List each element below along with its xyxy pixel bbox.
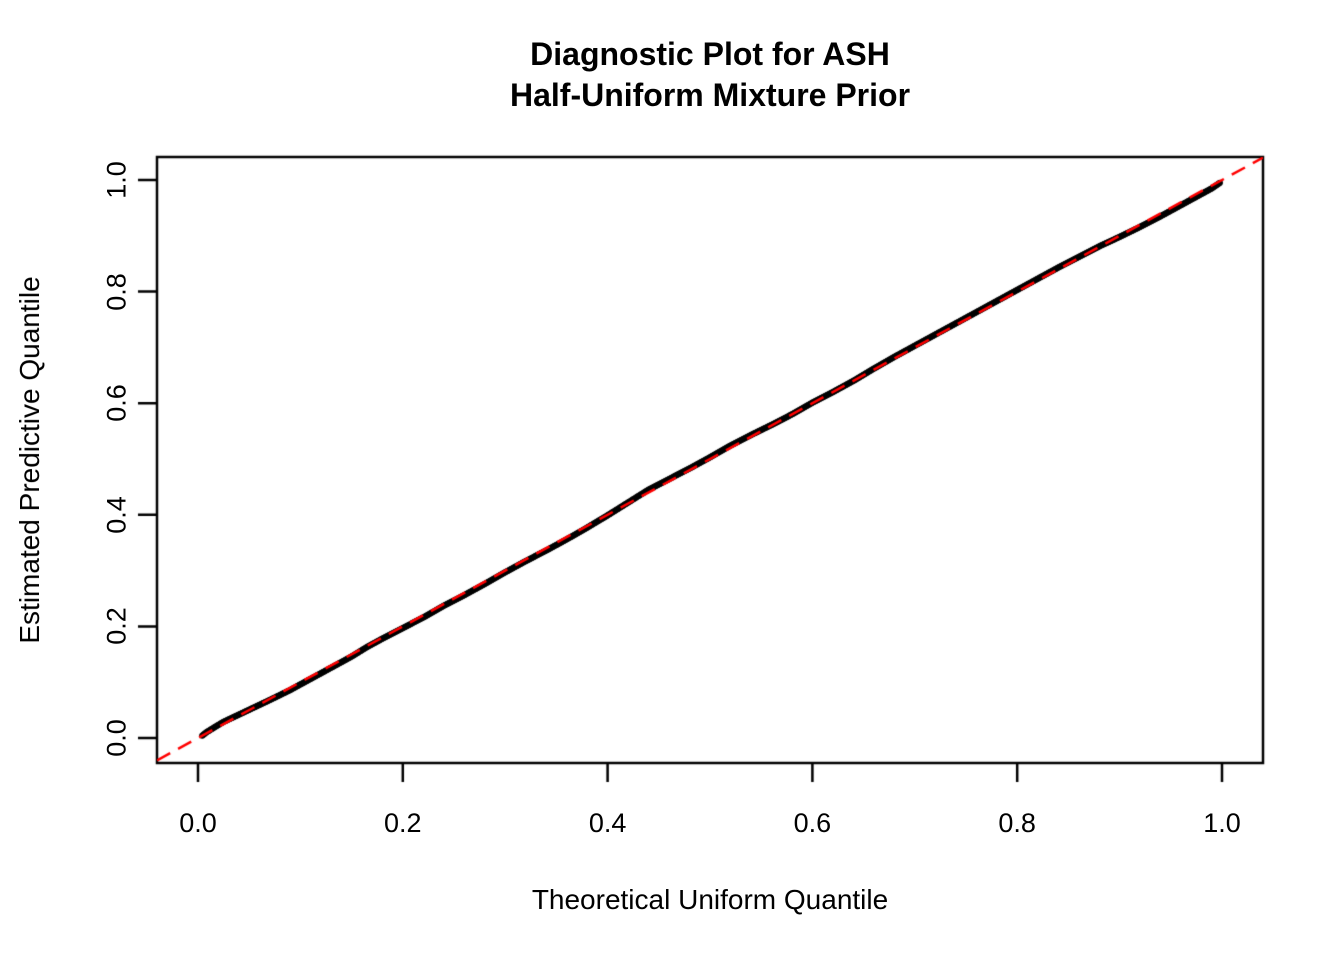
plot-title-line1: Diagnostic Plot for ASH — [530, 36, 890, 72]
plot-title-line2: Half-Uniform Mixture Prior — [509, 77, 911, 113]
x-tick-label-0.4: 0.4 — [588, 808, 627, 838]
y-tick-label-0.6: 0.6 — [101, 384, 132, 422]
y-tick-label-0.2: 0.2 — [101, 607, 132, 646]
y-axis-label: Estimated Predictive Quantile — [14, 276, 45, 644]
x-tick-label-1.0: 1.0 — [1203, 808, 1241, 838]
y-tick-label-0.4: 0.4 — [101, 496, 132, 534]
plot-title: Diagnostic Plot for ASH Half-Uniform Mix… — [510, 34, 910, 116]
x-tick-label-0.8: 0.8 — [998, 808, 1036, 838]
x-tick-label-0.2: 0.2 — [384, 808, 422, 838]
y-tick-label-0.8: 0.8 — [101, 272, 132, 311]
x-axis-label: Theoretical Uniform Quantile — [531, 884, 889, 915]
x-tick-label-0.6: 0.6 — [793, 808, 832, 838]
y-tick-label-1.0: 1.0 — [101, 161, 132, 199]
x-tick-label-0.0: 0.0 — [179, 808, 217, 838]
y-tick-label-0.0: 0.0 — [101, 719, 132, 757]
